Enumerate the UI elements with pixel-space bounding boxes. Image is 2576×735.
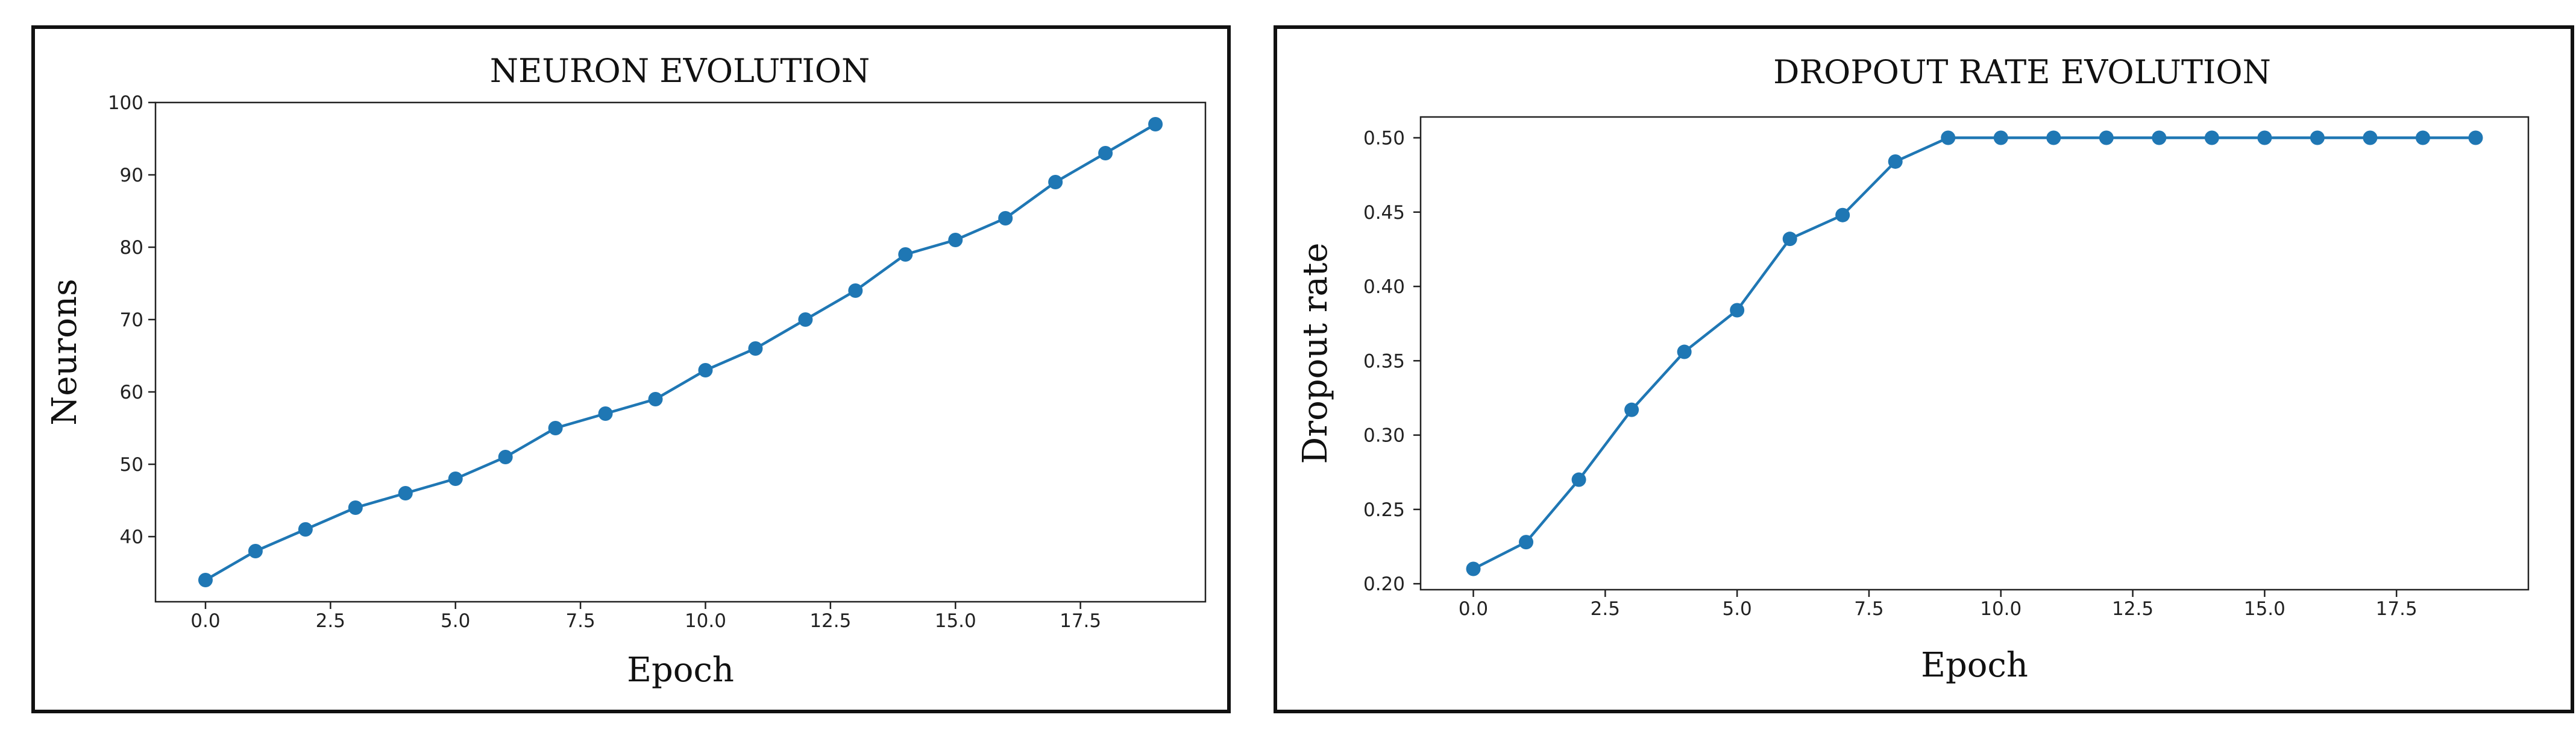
y-tick-label: 0.45 xyxy=(1363,202,1405,224)
x-tick-label: 17.5 xyxy=(1060,610,1101,632)
data-point xyxy=(1466,561,1481,576)
data-point xyxy=(848,283,863,298)
data-point xyxy=(2468,130,2483,145)
x-tick-label: 2.5 xyxy=(1591,598,1620,620)
data-point xyxy=(248,544,263,558)
neuron-evolution-chart: NEURON EVOLUTION 0.0 2.5 5.0 7.5 10.0 12.5 15.0… xyxy=(45,52,1207,690)
data-point xyxy=(898,247,913,262)
data-point xyxy=(948,233,963,247)
dropout-rate-evolution-chart: DROPOUT RATE EVOLUTION 0.0 2.5 5.0 7.5 10.0 12… xyxy=(1296,53,2530,685)
y-tick-label: 0.35 xyxy=(1363,350,1405,372)
y-tick-label: 40 xyxy=(120,526,143,548)
data-point xyxy=(1888,154,1903,169)
chart-title: DROPOUT RATE EVOLUTION xyxy=(1773,53,2271,91)
data-point xyxy=(2204,130,2219,145)
x-tick-label: 5.0 xyxy=(1722,598,1751,620)
chart-title: NEURON EVOLUTION xyxy=(490,52,870,90)
data-point xyxy=(548,421,563,435)
y-tick-label: 0.50 xyxy=(1363,128,1405,150)
data-point xyxy=(1048,175,1063,189)
x-tick-label: 7.5 xyxy=(565,610,595,632)
data-point xyxy=(648,392,663,406)
data-point xyxy=(2257,130,2272,145)
data-point xyxy=(598,406,613,421)
x-tick-label: 10.0 xyxy=(685,610,726,632)
data-point xyxy=(2152,130,2167,145)
data-point xyxy=(1730,303,1745,318)
y-tick-label: 0.30 xyxy=(1363,425,1405,447)
plot-area-frame xyxy=(154,101,1207,603)
data-point xyxy=(198,573,213,587)
data-point xyxy=(1993,130,2008,145)
data-point xyxy=(498,450,513,464)
y-tick-label: 90 xyxy=(120,165,143,186)
x-tick-label: 0.0 xyxy=(190,610,220,632)
data-point xyxy=(398,486,413,500)
data-point xyxy=(1624,402,1639,417)
x-tick-label: 17.5 xyxy=(2376,598,2417,620)
x-tick-label: 12.5 xyxy=(809,610,851,632)
data-point xyxy=(2363,130,2378,145)
dropout-rate-evolution-chart-panel: DROPOUT RATE EVOLUTION 0.0 2.5 5.0 7.5 10.0 12… xyxy=(1274,25,2574,713)
data-point xyxy=(1782,232,1797,247)
data-point xyxy=(1148,117,1163,131)
data-point xyxy=(698,363,713,377)
plot-area-frame xyxy=(1419,116,2530,591)
y-axis-label: Neurons xyxy=(45,279,84,426)
data-point xyxy=(2046,130,2061,145)
y-tick-label: 70 xyxy=(120,309,143,331)
y-tick-label: 80 xyxy=(120,237,143,259)
data-point xyxy=(298,522,313,537)
y-tick-label: 0.40 xyxy=(1363,276,1405,298)
series-line xyxy=(1472,136,2476,570)
data-point xyxy=(1519,535,1534,550)
y-tick-label: 0.20 xyxy=(1363,573,1405,595)
x-tick-label: 15.0 xyxy=(935,610,976,632)
data-point xyxy=(2099,130,2114,145)
data-point xyxy=(1571,472,1586,487)
data-point xyxy=(448,472,463,486)
data-point xyxy=(2310,130,2325,145)
x-tick-label: 2.5 xyxy=(316,610,345,632)
data-point xyxy=(1098,146,1113,160)
x-tick-label: 7.5 xyxy=(1854,598,1883,620)
y-tick-label: 100 xyxy=(108,92,143,114)
y-tick-label: 0.25 xyxy=(1363,499,1405,521)
data-point xyxy=(798,312,813,327)
x-tick-label: 15.0 xyxy=(2244,598,2285,620)
data-point xyxy=(748,341,763,356)
x-axis-label: Epoch xyxy=(1921,646,2028,685)
data-point xyxy=(1835,207,1850,222)
y-tick-label: 60 xyxy=(120,382,143,403)
y-tick-label: 50 xyxy=(120,454,143,476)
x-tick-label: 5.0 xyxy=(441,610,470,632)
neuron-evolution-chart-panel: NEURON EVOLUTION 0.0 2.5 5.0 7.5 10.0 12.5 15.0… xyxy=(31,25,1231,713)
data-point xyxy=(998,211,1013,226)
x-tick-label: 10.0 xyxy=(1980,598,2022,620)
x-tick-label: 0.0 xyxy=(1459,598,1488,620)
data-point xyxy=(2415,130,2430,145)
y-axis-label: Dropout rate xyxy=(1296,242,1335,464)
data-point xyxy=(1941,130,1956,145)
data-point xyxy=(348,500,363,515)
x-tick-label: 12.5 xyxy=(2112,598,2153,620)
data-point xyxy=(1677,344,1692,359)
x-axis-label: Epoch xyxy=(627,651,734,690)
series-line xyxy=(204,123,1157,581)
